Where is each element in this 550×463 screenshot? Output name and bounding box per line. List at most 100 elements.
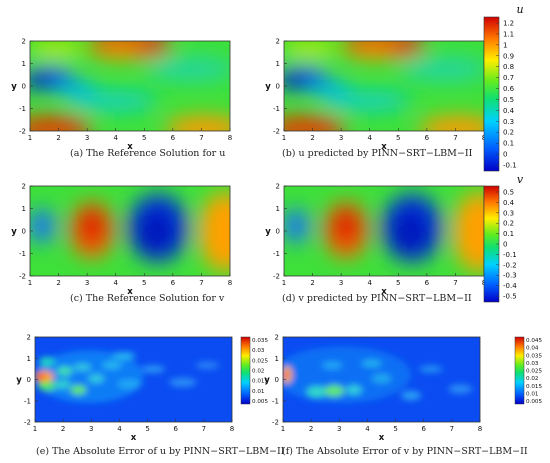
y-tick-label: 1 xyxy=(22,205,26,213)
x-tick-label: 7 xyxy=(453,134,457,142)
colorbar-tick-label: 0.025 xyxy=(252,358,268,364)
x-tick-label: 2 xyxy=(310,134,314,142)
x-tick-label: 8 xyxy=(230,425,234,433)
x-tick-label: 3 xyxy=(85,134,89,142)
y-tick-label: -2 xyxy=(273,273,280,281)
y-tick-label: -2 xyxy=(19,273,26,281)
y-tick-label: 1 xyxy=(22,60,26,68)
x-tick-label: 1 xyxy=(28,279,32,287)
x-tick-label: 2 xyxy=(310,279,314,287)
x-tick-label: 5 xyxy=(396,134,400,142)
y-tick-label: 2 xyxy=(27,334,31,342)
x-tick-label: 6 xyxy=(425,279,430,287)
y-axis-label: y xyxy=(11,82,17,92)
x-tick-label: 4 xyxy=(117,425,122,433)
x-tick-label: 5 xyxy=(145,425,149,433)
colorbar-tick-label: 1 xyxy=(503,41,507,49)
panels: 1 2 3 4 5 6 7 8 2 1 0 -1 -2 x y (a) The Reference Solut… xyxy=(10,21,542,458)
colorbar-tick-label: 0.02 xyxy=(526,376,538,382)
colorbar-tick-label: 0.005 xyxy=(252,399,268,405)
y-tick-label: 1 xyxy=(276,205,280,213)
colorbar-title: u xyxy=(516,3,523,16)
x-tick-label: 2 xyxy=(56,279,60,287)
colorbar-error_u: 0.035 0.03 0.025 0.02 0.015 0.01 0.005 xyxy=(240,336,268,405)
colorbar-tick-label: 0.035 xyxy=(526,353,542,359)
heatmap-field-error_u xyxy=(15,318,251,441)
panel-caption: (d) v predicted by PINN−SRT−LBM−II xyxy=(282,293,472,304)
colorbar-tick-label: 0.04 xyxy=(526,346,539,352)
colorbar-tick-label: 1.2 xyxy=(503,20,514,28)
y-axis-label: y xyxy=(265,227,271,237)
y-tick-label: 2 xyxy=(22,183,26,191)
heatmap-field-v xyxy=(10,166,251,296)
colorbar-tick-label: 0.02 xyxy=(252,369,264,375)
x-tick-label: 7 xyxy=(199,134,203,142)
x-axis-label: x xyxy=(127,287,133,297)
y-tick-label: -1 xyxy=(273,105,280,113)
y-axis-label: y xyxy=(265,82,271,92)
colorbar-tick-label: 0.4 xyxy=(503,199,515,207)
x-tick-label: 7 xyxy=(450,425,454,433)
colorbar-tick-label: -0.2 xyxy=(503,261,517,269)
colorbar-tick-label: 0.8 xyxy=(503,63,514,71)
heatmap-field-error_v xyxy=(263,318,499,441)
colorbar-gradient xyxy=(514,336,525,405)
heatmap-field-u xyxy=(10,21,250,151)
colorbar-tick-label: -0.1 xyxy=(503,251,517,259)
colorbar-tick-label: 0.035 xyxy=(252,338,268,344)
colorbar-tick-label: 0.2 xyxy=(503,129,514,137)
y-tick-label: -1 xyxy=(24,397,31,405)
colorbar-tick-label: 0.5 xyxy=(503,96,514,104)
y-tick-label: -2 xyxy=(24,419,31,427)
colorbar-tick-label: 0.005 xyxy=(526,399,542,405)
colorbar-tick-label: 0.7 xyxy=(503,74,514,82)
y-tick-label: 1 xyxy=(27,355,31,363)
x-axis-label: x xyxy=(379,433,385,443)
y-tick-label: 0 xyxy=(22,83,26,91)
x-tick-label: 7 xyxy=(453,279,457,287)
chart-panel-v: 1 2 3 4 5 6 7 8 2 1 0 -1 -2 x y (c) The Reference Solut… xyxy=(10,166,251,305)
panel-caption: (a) The Reference Solution for u xyxy=(70,148,225,159)
y-tick-label: 2 xyxy=(276,38,280,46)
x-tick-label: 3 xyxy=(89,425,93,433)
y-tick-label: 0 xyxy=(27,376,31,384)
colorbar-tick-label: 0.5 xyxy=(503,189,514,197)
colorbar-tick-label: 0.015 xyxy=(526,384,542,390)
colorbar-v: v0.5 0.4 0.3 0.2 0.1 0 -0.1 -0.2 -0.3 -0.4 -0.5 xyxy=(483,173,524,303)
y-tick-label: 0 xyxy=(276,83,280,91)
colorbar-tick-label: -0.4 xyxy=(503,282,517,290)
heatmap-field-v xyxy=(264,166,505,296)
x-tick-label: 1 xyxy=(33,425,37,433)
y-axis-label: y xyxy=(11,227,17,237)
colorbar-tick-label: 0.2 xyxy=(503,220,514,228)
colorbar-tick-label: 0.015 xyxy=(252,379,268,385)
y-axis-label: y xyxy=(16,376,22,386)
y-tick-label: 0 xyxy=(275,376,279,384)
y-tick-label: -2 xyxy=(19,128,26,136)
x-tick-label: 4 xyxy=(113,279,118,287)
panel-caption: (b) u predicted by PINN−SRT−LBM−II xyxy=(282,148,473,159)
colorbar-tick-label: -0.3 xyxy=(503,272,517,280)
colorbar-tick-label: 0.6 xyxy=(503,85,515,93)
colorbar-tick-label: 1.1 xyxy=(503,30,514,38)
colorbar-gradient xyxy=(483,16,500,172)
x-tick-label: 8 xyxy=(228,134,232,142)
y-tick-label: -1 xyxy=(273,250,280,258)
x-tick-label: 5 xyxy=(393,425,397,433)
y-tick-label: 1 xyxy=(275,355,279,363)
y-tick-label: 2 xyxy=(275,334,279,342)
x-tick-label: 2 xyxy=(309,425,313,433)
x-tick-label: 6 xyxy=(425,134,430,142)
colorbar-tick-label: 0.03 xyxy=(252,348,265,354)
y-tick-label: -1 xyxy=(19,105,26,113)
colorbar-tick-label: 0.4 xyxy=(503,107,515,115)
y-tick-label: -2 xyxy=(273,128,280,136)
x-tick-label: 8 xyxy=(228,279,232,287)
x-axis-label: x xyxy=(381,287,387,297)
x-axis-label: x xyxy=(381,142,387,152)
x-tick-label: 5 xyxy=(396,279,400,287)
x-tick-label: 4 xyxy=(367,134,372,142)
x-tick-label: 2 xyxy=(56,134,60,142)
